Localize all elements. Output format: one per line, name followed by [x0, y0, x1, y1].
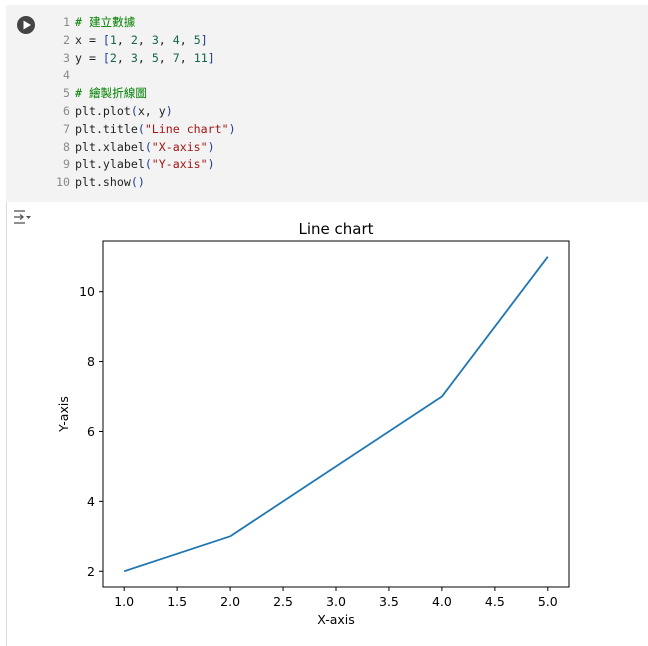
code-token: plt.plot	[75, 103, 131, 118]
x-tick-label: 1.0	[114, 594, 134, 609]
code-line: 9 plt.ylabel("Y-axis")	[50, 156, 648, 174]
code-line: 3 y = [2, 3, 5, 7, 11]	[50, 50, 648, 68]
x-tick-label: 2.5	[273, 594, 293, 609]
code-token: ,	[116, 32, 131, 47]
output-toggle-icon	[14, 210, 31, 224]
code-token: (	[144, 139, 152, 154]
code-token: # 建立數據	[75, 15, 136, 29]
code-token: ,	[137, 32, 152, 47]
code-token: )	[207, 157, 215, 172]
code-line: 7 plt.title("Line chart")	[50, 121, 648, 139]
code-token: [	[102, 50, 110, 65]
y-axis-label: Y-axis	[56, 396, 71, 433]
line-number: 8	[63, 139, 70, 154]
code-token: 1	[109, 32, 117, 47]
chart-title: Line chart	[298, 220, 373, 238]
line-number: 2	[63, 32, 70, 47]
code-cell[interactable]: 1 # 建立數據 2 x = [1, 2, 3, 4, 5] 3 y = [2, 3, 5…	[6, 5, 648, 202]
line-number: 6	[63, 103, 70, 118]
y-tick-label: 6	[87, 424, 95, 439]
code-line: 2 x = [1, 2, 3, 4, 5]	[50, 32, 648, 50]
code-token: x, y	[137, 103, 166, 118]
code-token: 2	[130, 32, 138, 47]
code-token: y =	[75, 50, 103, 65]
x-tick-label: 4.0	[432, 594, 452, 609]
code-token: plt.title	[75, 121, 138, 136]
line-number: 9	[63, 157, 70, 172]
line-number: 4	[63, 68, 70, 83]
code-token: (	[144, 157, 152, 172]
series-line	[123, 256, 549, 573]
code-token: plt.xlabel	[75, 139, 145, 154]
plot-frame	[102, 240, 570, 588]
x-tick-label: 3.5	[379, 594, 399, 609]
x-axis-label: X-axis	[317, 612, 355, 627]
code-token: 3	[151, 32, 159, 47]
code-token: "X-axis"	[151, 139, 208, 154]
y-tick-label: 4	[87, 494, 95, 509]
code-token: ]	[207, 50, 215, 65]
code-token: ]	[200, 32, 208, 47]
code-token: (	[130, 103, 138, 118]
code-token: plt.show	[75, 175, 131, 190]
code-token: ,	[179, 50, 194, 65]
code-line: 6 plt.plot(x, y)	[50, 103, 648, 121]
x-tick-label: 2.0	[220, 594, 240, 609]
code-token: 11	[193, 50, 208, 65]
code-token: )	[207, 139, 215, 154]
code-token: [	[102, 32, 110, 47]
code-token: 3	[130, 50, 138, 65]
code-token: # 繪製折線圖	[75, 86, 147, 101]
play-circle-icon	[17, 16, 35, 34]
code-token: 2	[109, 50, 117, 65]
x-tick-label: 3.0	[326, 594, 346, 609]
line-number: 7	[63, 121, 70, 136]
code-token: 5	[151, 50, 159, 65]
y-tick-label: 2	[87, 564, 95, 579]
code-token: ,	[158, 50, 173, 65]
line-number: 1	[63, 15, 70, 29]
line-number: 5	[63, 86, 70, 101]
code-token: ()	[130, 175, 145, 190]
y-tick-label: 10	[79, 284, 95, 299]
x-tick-label: 5.0	[538, 594, 558, 609]
y-tick-label: 8	[87, 354, 95, 369]
code-token: 7	[172, 50, 180, 65]
code-line: 1 # 建立數據	[50, 14, 648, 32]
output-toggle-button[interactable]	[12, 208, 32, 226]
line-number: 10	[56, 175, 70, 190]
code-line: 5 # 繪製折線圖	[50, 85, 648, 103]
code-token: x =	[75, 32, 103, 47]
code-token: "Line chart"	[144, 121, 229, 136]
code-token: plt.ylabel	[75, 157, 145, 172]
code-token: (	[137, 121, 145, 136]
code-token: ,	[137, 50, 152, 65]
code-token: "Y-axis"	[151, 157, 208, 172]
code-token: ,	[116, 50, 131, 65]
line-number: 3	[63, 50, 70, 65]
code-token: )	[165, 103, 173, 118]
code-line: 4	[50, 67, 648, 85]
code-line: 10 plt.show()	[50, 174, 648, 192]
cell-output	[6, 202, 648, 646]
code-token: 4	[172, 32, 180, 47]
code-token: ,	[179, 32, 194, 47]
run-cell-button[interactable]	[16, 15, 36, 35]
code-line: 8 plt.xlabel("X-axis")	[50, 139, 648, 157]
code-token: 5	[193, 32, 201, 47]
code-editor[interactable]: 1 # 建立數據 2 x = [1, 2, 3, 4, 5] 3 y = [2, 3, 5…	[50, 14, 648, 192]
x-tick-label: 1.5	[167, 594, 187, 609]
x-tick-label: 4.5	[485, 594, 505, 609]
code-token: ,	[158, 32, 173, 47]
code-token: )	[228, 121, 236, 136]
